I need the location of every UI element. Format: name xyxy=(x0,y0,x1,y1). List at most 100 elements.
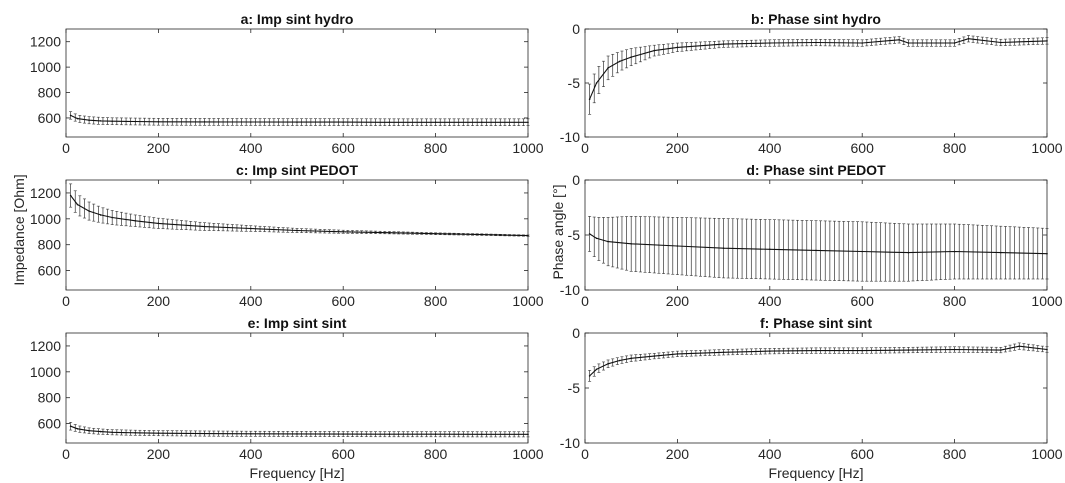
data-point xyxy=(588,233,591,235)
data-point xyxy=(861,250,863,253)
data-point xyxy=(1000,349,1002,351)
data-point xyxy=(769,248,771,251)
data-point xyxy=(653,355,656,357)
data-point xyxy=(434,433,437,436)
data-point xyxy=(250,433,252,435)
data-point xyxy=(203,225,206,228)
data-point xyxy=(1000,41,1002,44)
plot-area-c xyxy=(65,179,529,291)
data-point xyxy=(595,237,598,240)
panel-b: b: Phase sint hydro 0 200 400 600 800 1000 -10 -… xyxy=(560,11,1063,156)
data-point xyxy=(722,247,725,249)
data-point xyxy=(861,349,863,352)
x-tick-label: 600 xyxy=(851,140,875,156)
x-tick-label: 400 xyxy=(239,293,263,309)
data-point xyxy=(769,350,771,352)
y-tick-label: 600 xyxy=(38,263,62,279)
x-tick-label: 1000 xyxy=(1031,293,1062,309)
data-point xyxy=(815,249,817,252)
x-tick-label: 200 xyxy=(147,293,171,309)
data-point xyxy=(595,82,598,84)
x-tick-label: 600 xyxy=(332,140,356,156)
data-point xyxy=(527,121,529,124)
x-tick-label: 600 xyxy=(332,293,356,309)
data-point xyxy=(618,359,621,362)
y-tick-label: 1200 xyxy=(30,185,61,201)
x-tick-label: 600 xyxy=(332,446,356,462)
y-tick-label: 600 xyxy=(38,416,62,432)
x-tick-label: 0 xyxy=(62,140,70,156)
y-tick-label: 1200 xyxy=(30,34,61,50)
y-tick-label: -10 xyxy=(560,282,580,298)
data-point xyxy=(88,429,90,432)
x-tick-label: 200 xyxy=(666,140,690,156)
data-point xyxy=(69,114,72,117)
data-point xyxy=(722,43,725,45)
data-point xyxy=(342,433,345,435)
data-point xyxy=(769,42,771,44)
x-tick-label: 1000 xyxy=(512,293,543,309)
x-tick-label: 200 xyxy=(666,446,690,462)
panel-d: d: Phase sint PEDOT 0 200 400 600 800 1000 -10 -… xyxy=(560,162,1063,309)
data-point xyxy=(157,432,160,434)
data-point xyxy=(1046,40,1048,42)
x-tick-label: 1000 xyxy=(1031,446,1062,462)
x-tick-label: 400 xyxy=(758,140,782,156)
data-point xyxy=(76,117,79,120)
panel-title-a: a: Imp sint hydro xyxy=(241,11,354,27)
panel-title-c: c: Imp sint PEDOT xyxy=(236,162,359,178)
x-tick-label: 800 xyxy=(424,446,448,462)
x-axis-label-right: Frequency [Hz] xyxy=(769,465,864,481)
data-point xyxy=(434,232,437,235)
data-point xyxy=(296,229,298,232)
y-tick-label: 1000 xyxy=(30,59,61,75)
y-tick-label: 0 xyxy=(572,172,580,188)
data-point xyxy=(111,216,113,219)
y-tick-label: 800 xyxy=(38,85,62,101)
data-point xyxy=(953,250,956,253)
y-tick-label: -5 xyxy=(568,227,581,243)
data-point xyxy=(88,210,90,212)
x-tick-label: 0 xyxy=(62,293,70,309)
panel-c: c: Imp sint PEDOT 0 200 400 600 800 1000 600 800… xyxy=(30,162,544,309)
data-point xyxy=(907,251,910,254)
data-point xyxy=(1018,345,1021,348)
data-point xyxy=(1000,251,1002,254)
data-point xyxy=(69,425,72,427)
y-tick-label: 600 xyxy=(38,110,62,126)
x-tick-label: 0 xyxy=(581,140,589,156)
data-point xyxy=(388,121,391,124)
data-point xyxy=(388,433,391,436)
y-axis-label-phase: Phase angle [°] xyxy=(550,184,566,279)
series-line-f xyxy=(589,345,1048,377)
x-tick-label: 800 xyxy=(424,140,448,156)
data-point xyxy=(111,120,113,123)
data-point xyxy=(595,368,598,371)
data-point xyxy=(676,46,679,49)
data-point xyxy=(99,214,102,216)
x-tick-label: 400 xyxy=(239,140,263,156)
x-tick-label: 0 xyxy=(62,446,70,462)
data-point xyxy=(203,121,206,123)
data-point xyxy=(607,363,609,365)
data-point xyxy=(527,234,529,237)
data-point xyxy=(157,222,160,225)
data-point xyxy=(1046,252,1048,255)
y-tick-label: -10 xyxy=(560,435,580,451)
panel-a: a: Imp sint hydro 0 200 400 600 800 1000 600 800… xyxy=(30,11,544,156)
data-point xyxy=(607,67,609,69)
x-tick-label: 800 xyxy=(943,446,967,462)
data-point xyxy=(481,433,483,436)
data-point xyxy=(588,375,591,377)
y-tick-label: 0 xyxy=(572,21,580,37)
x-tick-label: 400 xyxy=(758,293,782,309)
y-tick-label: 1200 xyxy=(30,338,61,354)
y-tick-label: 1000 xyxy=(30,364,61,380)
data-point xyxy=(434,121,437,124)
data-point xyxy=(134,120,137,123)
data-point xyxy=(1046,348,1048,351)
data-point xyxy=(815,349,817,352)
x-tick-label: 1000 xyxy=(1031,140,1062,156)
data-point xyxy=(618,60,621,63)
